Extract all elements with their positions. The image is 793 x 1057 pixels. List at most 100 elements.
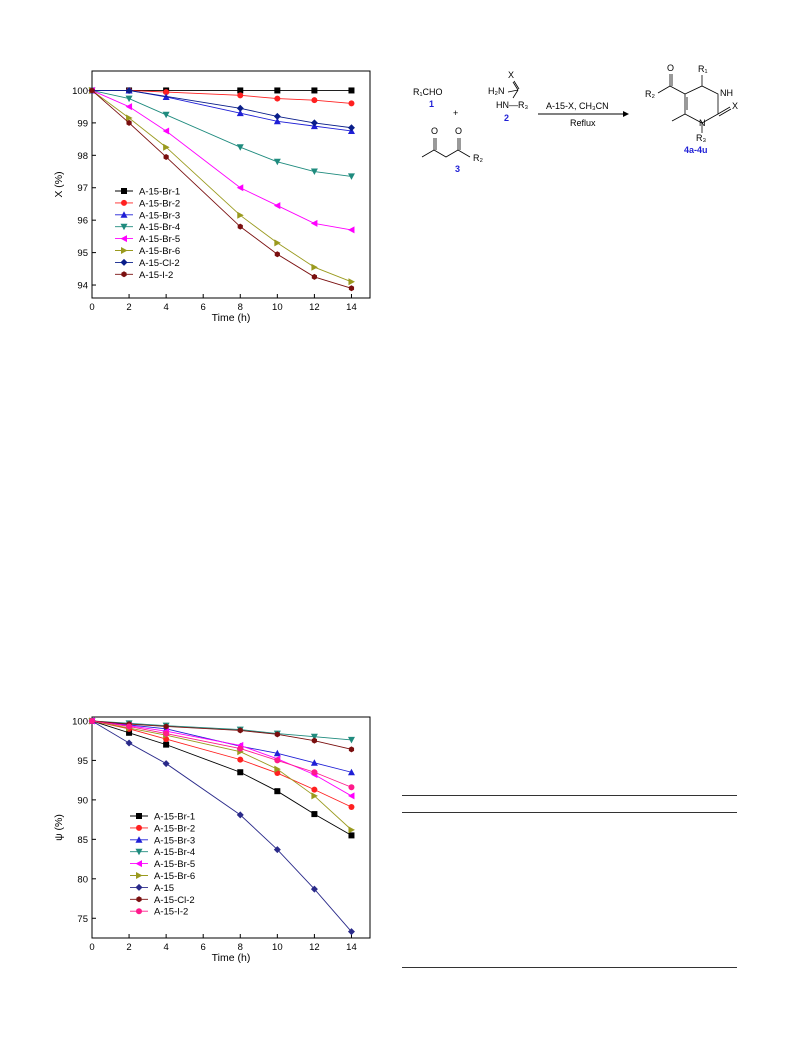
legend-entry: A-15-Cl-2 <box>115 258 180 269</box>
legend-label: A-15-Cl-2 <box>139 258 180 269</box>
data-point <box>310 733 318 741</box>
product-r1: R₁ <box>698 64 708 74</box>
x-tick-label: 4 <box>163 302 168 313</box>
reaction-scheme: R₁CHO 1 + X H₂N HN—R₃ 2 O O R₂ 3 A-15-X,… <box>400 60 760 190</box>
legend-entry: A-15-Br-5 <box>115 234 180 245</box>
data-point <box>162 111 170 119</box>
x-tick-label: 6 <box>201 302 206 313</box>
series-A-15 <box>88 717 355 936</box>
data-point <box>236 184 244 192</box>
data-point <box>273 112 281 120</box>
legend-entry: A-15-Br-2 <box>115 198 180 209</box>
data-point <box>348 803 355 810</box>
data-point <box>348 784 355 791</box>
legend-marker <box>136 824 142 831</box>
series-line <box>92 90 352 129</box>
legend-entry: A-15-Br-2 <box>130 823 195 834</box>
legend-entry: A-15-Cl-2 <box>130 895 195 906</box>
product-r3: R₃ <box>696 133 707 143</box>
data-point <box>347 124 355 132</box>
legend-marker <box>120 211 128 218</box>
data-point <box>273 846 281 854</box>
dicarbonyl-r2: R₂ <box>473 153 483 163</box>
data-point <box>347 928 355 936</box>
reactant2-h2n: H₂N <box>488 86 505 96</box>
data-point <box>162 760 170 768</box>
x-tick-label: 14 <box>346 942 357 953</box>
legend-label: A-15-I-2 <box>139 270 173 281</box>
data-point <box>274 765 281 773</box>
series-A-15-I-2 <box>89 87 355 292</box>
data-point <box>274 788 281 795</box>
legend-entry: A-15-Br-4 <box>130 847 195 858</box>
data-point <box>311 97 318 104</box>
legend-marker <box>135 836 143 843</box>
legend-label: A-15-Br-5 <box>154 859 195 870</box>
data-point <box>310 168 318 176</box>
legend-entry: A-15-Br-1 <box>115 187 180 198</box>
legend-marker <box>121 271 127 278</box>
table-top-rule <box>402 795 737 796</box>
data-point <box>237 769 244 776</box>
plot-frame <box>91 70 371 299</box>
legend-label: A-15-Br-4 <box>154 847 195 858</box>
legend-label: A-15-Br-1 <box>154 812 195 823</box>
data-point <box>163 741 170 748</box>
x-tick-label: 12 <box>309 942 320 953</box>
data-point <box>348 87 355 94</box>
data-point <box>126 114 133 122</box>
x-axis-label: Time (h) <box>212 952 251 964</box>
reaction-conditions: A-15-X, CH₃CN <box>546 101 609 111</box>
x-tick-label: 10 <box>272 942 283 953</box>
x-tick-label: 6 <box>201 942 206 953</box>
x-tick-label: 2 <box>126 302 131 313</box>
data-point <box>125 86 133 94</box>
series-A-15-I-2 <box>89 717 355 791</box>
legend-marker <box>136 813 142 819</box>
legend-marker <box>136 872 143 879</box>
data-point <box>125 739 133 747</box>
legend-entry: A-15-Br-6 <box>115 246 180 257</box>
data-point <box>310 759 318 766</box>
data-point <box>274 251 280 258</box>
data-point <box>348 746 355 753</box>
legend-label: A-15-Br-3 <box>154 835 195 846</box>
y-tick-label: 85 <box>77 835 88 846</box>
data-point <box>347 792 355 800</box>
data-point <box>163 89 170 96</box>
x-tick-label: 14 <box>346 302 357 313</box>
data-point <box>311 769 318 776</box>
y-tick-label: 95 <box>77 756 88 767</box>
y-tick-label: 99 <box>77 118 88 129</box>
data-point <box>125 95 133 103</box>
data-point <box>237 87 244 94</box>
legend-label: A-15-Br-3 <box>139 210 180 221</box>
data-point <box>347 173 355 180</box>
product-r2: R₂ <box>645 89 655 99</box>
y-axis-label: ψ (%) <box>53 814 65 841</box>
data-point <box>163 730 170 737</box>
legend-label: A-15-Br-2 <box>139 198 180 209</box>
data-point <box>311 273 317 280</box>
product-label: 4a-4u <box>684 145 708 155</box>
legend-entry: A-15-Br-1 <box>130 812 195 823</box>
legend-marker <box>135 848 143 856</box>
legend-entry: A-15-I-2 <box>115 270 173 281</box>
y-tick-label: 97 <box>77 183 88 194</box>
legend-marker <box>121 188 127 194</box>
legend-label: A-15-Br-1 <box>139 187 180 198</box>
legend-label: A-15-I-2 <box>154 907 188 918</box>
aldehyde-reactant: R₁CHO <box>413 87 443 97</box>
data-point <box>311 737 317 744</box>
table-header-rule <box>402 812 737 813</box>
legend-marker <box>135 860 142 868</box>
conversion-chart: 0 2 4 6 8 10 12 14 94 95 96 97 98 99 100 Time (h) X (%) A… <box>53 70 371 324</box>
data-point <box>126 729 133 736</box>
legend-label: A-15-Br-6 <box>139 246 180 257</box>
y-tick-label: 90 <box>77 795 88 806</box>
data-point <box>347 768 355 776</box>
data-point <box>310 119 318 127</box>
x-tick-label: 8 <box>238 302 243 313</box>
data-point <box>237 211 244 219</box>
y-tick-label: 100 <box>72 716 88 727</box>
